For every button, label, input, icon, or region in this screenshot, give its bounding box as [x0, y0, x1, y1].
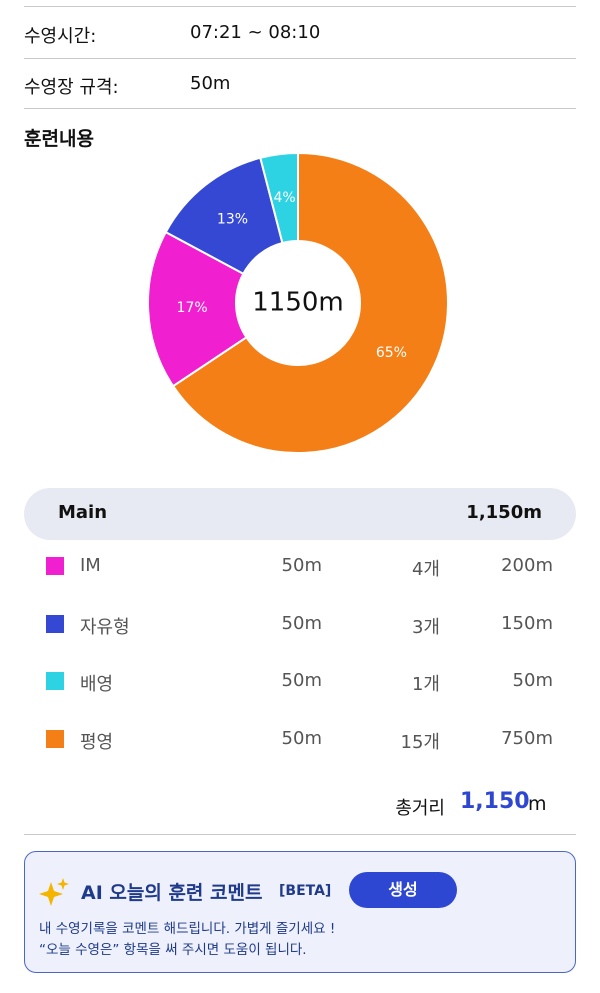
divider: [24, 6, 576, 7]
slice: [171, 151, 449, 454]
lap-count: 1개: [411, 674, 440, 695]
lap-count: 3개: [411, 616, 440, 638]
distance: 50m: [512, 670, 553, 691]
color-swatch: [46, 672, 64, 690]
sparkle-icon: [39, 878, 69, 906]
pool-length: 50m: [281, 612, 322, 634]
slice: [164, 156, 284, 276]
info-value: 50m: [190, 73, 231, 94]
table-row: 자유형 50m 3개 150m: [0, 609, 600, 639]
slice-label: 4%: [273, 190, 295, 206]
divider: [24, 834, 576, 835]
generate-button[interactable]: 생성: [349, 872, 457, 908]
slice-label: 17%: [177, 300, 208, 316]
group-header: Main 1,150m: [24, 488, 576, 540]
stroke-name: 배영: [80, 674, 114, 695]
group-name: Main: [58, 502, 108, 523]
table-row: 평영 50m 15개 750m: [0, 724, 600, 754]
lap-count: 15개: [400, 731, 440, 753]
total-value: 1,150: [460, 789, 530, 814]
lap-count: 4개: [411, 559, 440, 580]
table-row: IM 50m 4개 200m: [0, 551, 600, 581]
slice-label: 13%: [217, 212, 248, 228]
pool-length: 50m: [281, 670, 322, 691]
color-swatch: [46, 729, 64, 748]
info-label: 수영장 규격:: [24, 77, 119, 98]
color-swatch: [46, 614, 64, 633]
info-value: 07:21 ~ 08:10: [190, 22, 321, 43]
section-title: 훈련내용: [24, 128, 94, 150]
center-label: 1150m: [252, 288, 344, 318]
pool-length: 50m: [281, 727, 322, 749]
slice: [147, 230, 248, 388]
ai-comment-box: AI 오늘의 훈련 코멘트 [BETA] 생성 내 수영기록을 코멘트 해드립니…: [24, 851, 576, 973]
slice: [259, 151, 299, 245]
ai-line: “오늘 수영은” 항목을 써 주시면 도움이 됩니다.: [39, 942, 307, 958]
stroke-name: 평영: [80, 731, 114, 753]
divider: [24, 58, 576, 59]
ai-badge: [BETA]: [279, 883, 332, 899]
group-total: 1,150m: [466, 502, 542, 523]
stroke-name: IM: [80, 555, 101, 576]
slice-label: 65%: [376, 345, 407, 361]
info-label: 수영시간:: [24, 26, 97, 47]
donut-chart: 1150m 65% 17% 13% 4%: [147, 151, 449, 454]
divider: [24, 108, 576, 109]
total-unit: m: [528, 793, 547, 815]
ai-line: 내 수영기록을 코멘트 해드립니다. 가볍게 즐기세요 !: [39, 921, 336, 937]
distance: 750m: [501, 727, 553, 749]
pool-length: 50m: [281, 555, 322, 576]
stroke-name: 자유형: [80, 616, 130, 638]
table-row: 배영 50m 1개 50m: [0, 666, 600, 696]
color-swatch: [46, 557, 64, 575]
distance: 150m: [501, 612, 553, 634]
distance: 200m: [501, 555, 553, 576]
total-label: 총거리: [395, 798, 445, 819]
ai-title: AI 오늘의 훈련 코멘트: [81, 882, 263, 904]
